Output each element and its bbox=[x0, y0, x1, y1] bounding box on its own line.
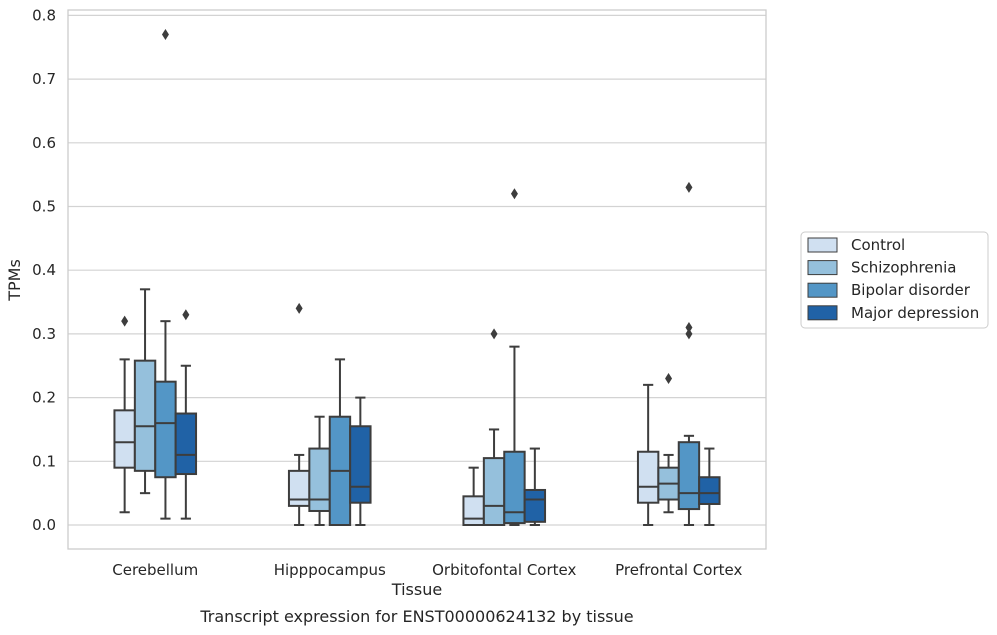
boxes bbox=[113, 29, 721, 526]
y-tick-label: 0.0 bbox=[32, 516, 56, 534]
box-2-0 bbox=[462, 466, 485, 526]
x-tick-label: Cerebellum bbox=[112, 561, 198, 579]
y-axis-label: TPMs bbox=[5, 259, 24, 302]
y-tick-label: 0.8 bbox=[32, 6, 56, 24]
y-tick-label: 0.6 bbox=[32, 134, 56, 152]
y-tick-label: 0.2 bbox=[32, 389, 56, 407]
chart-title: Transcript expression for ENST0000062413… bbox=[199, 607, 633, 626]
y-tick-label: 0.3 bbox=[32, 325, 56, 343]
box-2-1 bbox=[482, 328, 506, 526]
box-2-2 bbox=[503, 188, 526, 526]
box-1-2 bbox=[328, 358, 352, 526]
legend-label: Bipolar disorder bbox=[851, 281, 971, 299]
box-body bbox=[636, 450, 660, 504]
legend-label: Major depression bbox=[851, 304, 979, 322]
box-body bbox=[482, 457, 506, 526]
x-tick-label: Orbitofontal Cortex bbox=[432, 561, 576, 579]
legend-label: Control bbox=[851, 236, 905, 254]
outlier-point bbox=[510, 188, 518, 200]
y-tick-label: 0.1 bbox=[32, 452, 56, 470]
box-0-2 bbox=[154, 29, 177, 520]
box-body bbox=[113, 409, 136, 469]
box-1-0 bbox=[287, 302, 311, 526]
box-body bbox=[349, 425, 372, 504]
outlier-point bbox=[665, 372, 673, 384]
outlier-point bbox=[161, 29, 169, 41]
legend: Control Schizophrenia Bipolar disorder Majo… bbox=[800, 231, 989, 329]
box-3-3 bbox=[698, 447, 721, 526]
outlier-point bbox=[121, 315, 129, 327]
box-body bbox=[133, 359, 157, 472]
box-0-3 bbox=[174, 309, 198, 520]
box-3-1 bbox=[657, 372, 680, 514]
box-body bbox=[698, 476, 721, 505]
box-0-1 bbox=[133, 288, 157, 495]
y-tick-labels: 0.0 0.1 0.2 0.3 0.4 0.5 0.6 0.7 0.8 bbox=[32, 6, 56, 534]
legend-swatch bbox=[807, 260, 838, 276]
outlier-point bbox=[685, 322, 693, 334]
box-0-0 bbox=[113, 315, 136, 514]
box-body bbox=[523, 488, 547, 523]
box-body bbox=[677, 441, 701, 511]
box-body bbox=[503, 450, 526, 525]
box-body bbox=[287, 469, 311, 507]
x-tick-labels: Cerebellum Hipppocampus Orbitofontal Corte… bbox=[112, 561, 742, 579]
x-tick-label: Prefrontal Cortex bbox=[615, 561, 742, 579]
outlier-point bbox=[685, 181, 693, 193]
box-3-2 bbox=[677, 181, 701, 526]
plot-area-frame bbox=[67, 9, 767, 550]
y-tick-label: 0.4 bbox=[32, 261, 56, 279]
box-1-1 bbox=[308, 415, 331, 526]
legend-swatch bbox=[807, 282, 838, 298]
box-body bbox=[308, 447, 331, 512]
legend-frame bbox=[800, 231, 989, 329]
legend-swatch bbox=[807, 237, 838, 253]
outlier-point bbox=[490, 328, 498, 340]
x-axis-label: Tissue bbox=[391, 580, 442, 599]
box-1-3 bbox=[349, 396, 372, 526]
outlier-point bbox=[182, 309, 190, 321]
box-2-3 bbox=[523, 447, 547, 526]
y-tick-label: 0.7 bbox=[32, 70, 56, 88]
legend-label: Schizophrenia bbox=[851, 259, 956, 277]
box-3-0 bbox=[636, 383, 660, 526]
box-body bbox=[174, 412, 198, 476]
legend-swatch bbox=[807, 305, 838, 321]
outlier-point bbox=[685, 328, 693, 340]
outlier-point bbox=[295, 302, 303, 314]
box-body bbox=[154, 380, 177, 479]
x-tick-label: Hipppocampus bbox=[274, 561, 386, 579]
y-tick-label: 0.5 bbox=[32, 198, 56, 216]
box-body bbox=[462, 495, 485, 526]
